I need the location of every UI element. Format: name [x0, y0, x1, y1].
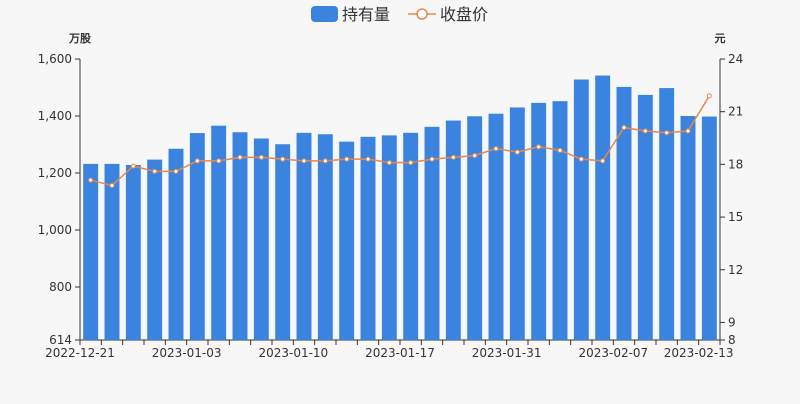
price-point [685, 128, 691, 134]
price-point [322, 158, 328, 164]
bar [275, 144, 291, 340]
bar [83, 163, 99, 340]
price-point [621, 124, 627, 130]
bar [104, 163, 120, 340]
price-line [90, 95, 710, 187]
price-point [386, 160, 392, 166]
bar [531, 102, 547, 341]
price-point [130, 163, 136, 169]
bar [253, 138, 269, 340]
price-point [173, 168, 179, 174]
x-axis-tick-label: 2023-01-03 [152, 346, 222, 360]
bar [147, 159, 163, 340]
price-point [600, 158, 606, 164]
bar [189, 133, 205, 340]
bar [232, 132, 248, 340]
legend-label: 持有量 [342, 5, 390, 24]
right-axis-tick-label: 9 [728, 315, 736, 329]
bar [701, 116, 717, 340]
bar [573, 79, 589, 340]
bar [296, 132, 312, 340]
bar [616, 86, 632, 340]
bar [211, 125, 227, 341]
left-axis-tick-label: 1,200 [38, 166, 72, 180]
bar [168, 148, 184, 340]
left-axis-tick-label: 614 [49, 333, 72, 347]
axes: 614 800 1,000 1,200 1,400 1,600 8 9 12 15 18 21 24 20… [38, 52, 744, 360]
price-point [237, 154, 243, 160]
legend-label: 收盘价 [440, 5, 488, 24]
bar [445, 120, 461, 341]
price-point [557, 147, 563, 153]
bar [317, 134, 333, 340]
right-axis-tick-label: 8 [728, 333, 736, 347]
x-axis-tick-label: 2022-12-21 [45, 346, 115, 360]
price-point [450, 154, 456, 160]
price-point [152, 168, 158, 174]
price-point [301, 158, 307, 164]
bar [659, 88, 675, 340]
price-point [88, 177, 94, 183]
price-point [493, 146, 499, 152]
price-point [280, 156, 286, 162]
right-axis-tick-label: 21 [728, 105, 743, 119]
bar [552, 101, 568, 340]
price-point [194, 158, 200, 164]
right-axis-tick-label: 18 [728, 157, 743, 171]
x-axis-tick-label: 2023-02-07 [578, 346, 648, 360]
bar [488, 113, 504, 341]
legend-bar-swatch [311, 6, 338, 22]
bar [339, 141, 355, 340]
x-axis-tick-label: 2023-01-17 [365, 346, 435, 360]
bar [637, 94, 653, 340]
price-point [429, 156, 435, 162]
right-axis-tick-label: 24 [728, 52, 743, 66]
left-axis-tick-label: 1,000 [38, 223, 72, 237]
price-point [408, 160, 414, 166]
bar [680, 115, 696, 340]
bar [509, 107, 525, 340]
right-axis-unit: 元 [715, 32, 726, 45]
right-axis-tick-label: 15 [728, 210, 743, 224]
left-axis-tick-label: 1,600 [38, 52, 72, 66]
price-point [109, 182, 115, 188]
x-axis-tick-label: 2023-02-13 [664, 346, 734, 360]
price-point [216, 158, 222, 164]
price-point [365, 156, 371, 162]
price-point [642, 128, 648, 134]
price-point [706, 93, 712, 99]
price-point [514, 149, 520, 155]
price-point [578, 156, 584, 162]
bar [381, 135, 397, 340]
legend[interactable]: 持有量 收盘价 [311, 5, 488, 24]
price-point [664, 130, 670, 136]
x-axis-tick-label: 2023-01-31 [472, 346, 542, 360]
bar [403, 132, 419, 340]
price-point [258, 154, 264, 160]
right-axis-tick-label: 12 [728, 263, 743, 277]
price-point [472, 153, 478, 159]
left-axis-tick-label: 1,400 [38, 109, 72, 123]
left-axis-tick-label: 800 [49, 280, 72, 294]
price-point [536, 144, 542, 150]
bar [595, 75, 611, 340]
legend-line-marker [416, 8, 428, 20]
bar [467, 116, 483, 340]
bar-series [83, 75, 717, 341]
left-axis-unit: 万股 [68, 32, 92, 45]
bar [125, 165, 141, 340]
bar [360, 136, 376, 340]
price-point [344, 156, 350, 162]
line-series [88, 93, 712, 188]
x-axis-tick-label: 2023-01-10 [258, 346, 328, 360]
bar [424, 126, 440, 341]
